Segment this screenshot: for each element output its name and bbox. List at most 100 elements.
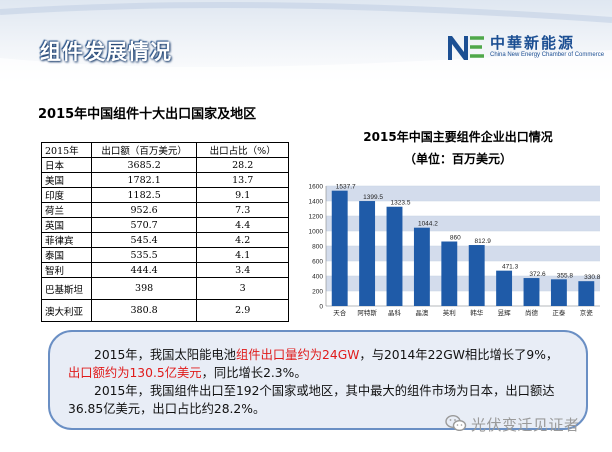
table-cell-country: 智利 (41, 262, 92, 278)
table-cell-share: 13.7 (196, 172, 289, 188)
chart-y-tick-label: 800 (312, 244, 323, 251)
header-band: 组件发展情况 中華新能源 China New Energy Chamber of… (0, 0, 612, 88)
watermark-text: 光伏变迁见证者 (471, 416, 580, 434)
chart-x-tick-label: 天合 (333, 308, 347, 317)
table-cell-amount: 570.7 (90, 217, 198, 233)
table-row: 荷兰 952.6 7.3 (41, 202, 289, 218)
slide-title: 组件发展情况 (40, 40, 172, 64)
chart-data-label: 1537.7 (336, 184, 356, 191)
table-cell-country: 泰国 (41, 247, 92, 263)
table-cell-amount: 444.4 (90, 262, 198, 278)
table-row: 美国 1782.1 13.7 (41, 172, 289, 188)
table-row: 日本 3685.2 28.2 (41, 157, 289, 173)
table-cell-country: 美国 (41, 172, 92, 188)
chart-data-label: 860 (450, 235, 461, 242)
table-cell-country: 澳大利亚 (41, 299, 92, 322)
chart-data-label: 1044.2 (418, 221, 438, 228)
chart-x-tick-label: 韩华 (470, 308, 484, 317)
summary-text: 2015年，我国组件出口至192个国家或地区，其中最大的组件市场为日本，出口额达… (68, 384, 555, 416)
table-cell-country: 荷兰 (41, 202, 92, 218)
chart-x-tick-label: 昱辉 (498, 309, 512, 317)
summary-text: ，同比增长2.3%。 (201, 366, 307, 380)
table-header-share: 出口占比（%） (196, 142, 289, 158)
table-row: 巴基斯坦 398 3 (41, 277, 289, 300)
wechat-icon (445, 414, 467, 432)
table-header-amount: 出口额（百万美元） (90, 142, 198, 158)
table-header-row: 2015年 出口额（百万美元） 出口占比（%） (41, 142, 289, 158)
table-row: 智利 444.4 3.4 (41, 262, 289, 278)
table-cell-share: 2.9 (196, 299, 289, 322)
table-cell-share: 7.3 (196, 202, 289, 218)
chart-bar (578, 281, 595, 306)
summary-textbox: 2015年，我国太阳能电池组件出口量约为24GW，与2014年22GW相比增长了… (48, 330, 588, 430)
table-cell-country: 日本 (41, 157, 92, 173)
logo-english-text: China New Energy Chamber of Commerce (490, 52, 605, 58)
chart-x-tick-label: 阿特斯 (357, 308, 377, 317)
chart-x-tick-label: 正泰 (552, 308, 566, 317)
logo-ne-icon (448, 36, 484, 60)
table-cell-country: 印度 (41, 187, 92, 203)
table-cell-country: 巴基斯坦 (41, 277, 92, 300)
table-cell-amount: 535.5 (90, 247, 198, 263)
table-row: 印度 1182.5 9.1 (41, 187, 289, 203)
watermark: 光伏变迁见证者 (445, 412, 605, 436)
chart-bar (331, 190, 348, 306)
header-swoosh-decoration (0, 2, 612, 88)
chart-y-tick-label: 600 (312, 259, 323, 266)
summary-paragraph-1: 2015年，我国太阳能电池组件出口量约为24GW，与2014年22GW相比增长了… (68, 346, 568, 382)
brand-logo: 中華新能源 China New Energy Chamber of Commer… (446, 30, 606, 66)
chart-y-tick-label: 0 (319, 304, 323, 311)
company-export-bar-chart: 0 200 400 600 800 1000 1200 1400 1600 1537.7 天合 139… (309, 184, 601, 318)
table-cell-share: 28.2 (196, 157, 289, 173)
chart-bar (359, 201, 376, 306)
table-cell-amount: 398 (90, 277, 198, 300)
chart-title: 2015年中国主要组件企业出口情况 (363, 130, 553, 144)
table-cell-amount: 952.6 (90, 202, 198, 218)
table-title: 2015年中国组件十大出口国家及地区 (38, 107, 257, 122)
logo-chinese-text: 中華新能源 (490, 34, 576, 52)
chart-data-label: 372.6 (529, 271, 546, 278)
chart-data-label: 1323.5 (391, 200, 411, 207)
table-cell-share: 3.4 (196, 262, 289, 278)
table-cell-share: 4.4 (196, 217, 289, 233)
chart-subtitle: （单位：百万美元） (403, 152, 512, 166)
chart-data-label: 355.8 (557, 272, 574, 279)
chart-grid-band (326, 186, 600, 201)
summary-paragraph-2: 2015年，我国组件出口至192个国家或地区，其中最大的组件市场为日本，出口额达… (68, 382, 568, 418)
table-row: 英国 570.7 4.4 (41, 217, 289, 233)
table-cell-country: 英国 (41, 217, 92, 233)
chart-x-tick-label: 晶澳 (415, 308, 429, 317)
chart-x-tick-label: 尚德 (525, 308, 539, 317)
chart-y-tick-label: 1400 (309, 199, 324, 206)
chart-bar (550, 279, 567, 306)
chart-y-tick-label: 1600 (309, 184, 324, 191)
summary-text: 2015年，我国太阳能电池 (94, 348, 236, 362)
chart-data-label: 1399.5 (363, 194, 383, 201)
table-row: 菲律宾 545.4 4.2 (41, 232, 289, 248)
chart-bar (496, 270, 513, 306)
chart-data-label: 812.9 (475, 238, 492, 245)
table-cell-amount: 1182.5 (90, 187, 198, 203)
chart-bar (468, 245, 485, 306)
table-cell-amount: 380.8 (90, 299, 198, 322)
chart-bar (386, 206, 403, 306)
chart-y-tick-label: 200 (312, 289, 323, 296)
table-cell-amount: 3685.2 (90, 157, 198, 173)
chart-data-label: 330.8 (584, 274, 601, 281)
chart-data-label: 471.3 (502, 264, 519, 271)
table-cell-share: 4.2 (196, 232, 289, 248)
table-cell-country: 菲律宾 (41, 232, 92, 248)
chart-x-tick-label: 京瓷 (580, 308, 594, 317)
table-header-year: 2015年 (41, 142, 92, 158)
table-row: 泰国 535.5 4.1 (41, 247, 289, 263)
table-row: 澳大利亚 380.8 2.9 (41, 299, 289, 322)
chart-y-tick-label: 1000 (309, 229, 324, 236)
summary-highlight-value: 出口额约为130.5亿美元 (68, 366, 202, 380)
table-cell-share: 9.1 (196, 187, 289, 203)
table-cell-amount: 545.4 (90, 232, 198, 248)
summary-text: ，与2014年22GW相比增长了9%， (359, 348, 559, 362)
chart-x-tick-label: 英利 (443, 308, 456, 317)
chart-y-tick-label: 400 (312, 274, 323, 281)
table-cell-share: 4.1 (196, 247, 289, 263)
